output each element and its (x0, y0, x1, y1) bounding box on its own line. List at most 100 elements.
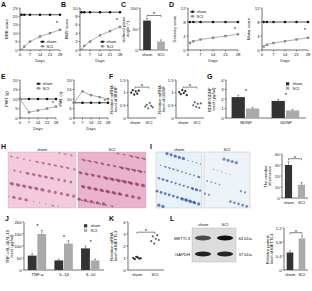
dot (183, 92, 185, 94)
y-tick-label: 0 (171, 116, 174, 121)
image-texture (71, 155, 73, 157)
y-tick-label: 20 (67, 78, 72, 83)
y-tick-label: 100 (15, 244, 23, 249)
significance: * (285, 92, 288, 98)
image-texture (177, 170, 179, 172)
image-texture (178, 156, 181, 159)
point (28, 111, 30, 113)
y-tick-label: 8 (183, 20, 186, 25)
panel-label: H (1, 143, 6, 150)
y-axis (128, 80, 129, 118)
image-texture (191, 187, 194, 190)
image-texture (51, 177, 54, 180)
x-tick-label: sham (285, 272, 296, 277)
y-tick-label: 1 (171, 90, 174, 95)
y-tick (23, 258, 25, 259)
point (19, 98, 22, 101)
image-texture (77, 198, 80, 201)
image-bg (204, 152, 250, 208)
point (73, 102, 75, 104)
image-texture (70, 154, 71, 155)
point (99, 34, 101, 36)
dot (132, 89, 134, 91)
significance: * (56, 20, 59, 26)
legend: shamSCI (36, 81, 53, 91)
legend-line (190, 11, 195, 12)
bar (37, 234, 46, 270)
y-tick-label: 25 (13, 6, 18, 11)
x-tick-label: 28 (54, 120, 59, 125)
y-tick-label: 20 (13, 14, 18, 19)
x-tick-label: 28 (306, 52, 311, 57)
plot-area (287, 236, 306, 270)
x-tick-label: 7 (89, 52, 92, 57)
dot (153, 243, 155, 245)
y-tick-label: 4 (257, 34, 260, 39)
y-tick-label: 1.5 (168, 78, 174, 83)
x-tick-label: 28 (106, 120, 111, 125)
point (23, 45, 25, 47)
image-texture (166, 180, 168, 182)
y-tick (225, 118, 227, 119)
image-texture (182, 157, 185, 160)
x-tick-label: BDNF (240, 120, 252, 125)
blot-bg (192, 228, 236, 262)
y-tick (283, 228, 285, 229)
image-texture (131, 156, 133, 158)
point (59, 29, 61, 31)
image-texture (206, 180, 208, 182)
image-texture (89, 160, 91, 162)
image-texture (180, 157, 181, 158)
x-tick-label: 21 (45, 120, 50, 125)
image-texture (113, 191, 116, 194)
image-texture (51, 205, 52, 206)
y-tick (139, 8, 141, 9)
significance: * (52, 100, 55, 106)
dot (150, 240, 152, 242)
micrograph (204, 152, 250, 208)
point (272, 21, 275, 24)
legend-marker (37, 83, 40, 86)
error-bar (31, 254, 33, 256)
panel-label: A (1, 1, 6, 8)
y-axis (176, 80, 177, 118)
bar (28, 256, 37, 270)
image-texture (140, 170, 143, 173)
line (264, 22, 308, 23)
y-tick-label: 2 (75, 39, 78, 44)
y-tick (261, 50, 263, 51)
image-texture (90, 200, 93, 203)
y-tick-label: 1.2 (276, 226, 282, 231)
image-texture (93, 202, 95, 204)
x-tick-label: 7 (199, 52, 202, 57)
dot (194, 101, 196, 103)
dot (135, 90, 137, 92)
point (80, 11, 83, 14)
bar (272, 101, 285, 118)
image-texture (118, 179, 121, 182)
x-axis (128, 118, 156, 119)
x-tick-label: 7 (81, 120, 84, 125)
point (98, 102, 101, 105)
blot-band (217, 252, 233, 257)
x-tick-label: SCI (299, 272, 306, 277)
point (119, 11, 122, 14)
y-tick-label: 0 (183, 48, 186, 53)
axis-title: Days (208, 58, 218, 63)
image-texture (27, 172, 30, 175)
axis-title: Days (280, 58, 290, 63)
image-texture (102, 202, 105, 205)
axis-title-line: level of METTL3 (269, 233, 274, 264)
image-texture (111, 178, 114, 181)
y-axis (226, 80, 227, 118)
y-tick (225, 99, 227, 100)
image-texture (60, 192, 63, 195)
image-texture (135, 156, 136, 157)
y-tick (127, 270, 129, 271)
dot (197, 103, 199, 105)
dot (147, 107, 149, 109)
point (46, 107, 48, 109)
legend-marker (101, 45, 103, 47)
image-texture (162, 179, 164, 181)
y-tick-label: 10 (13, 31, 18, 36)
